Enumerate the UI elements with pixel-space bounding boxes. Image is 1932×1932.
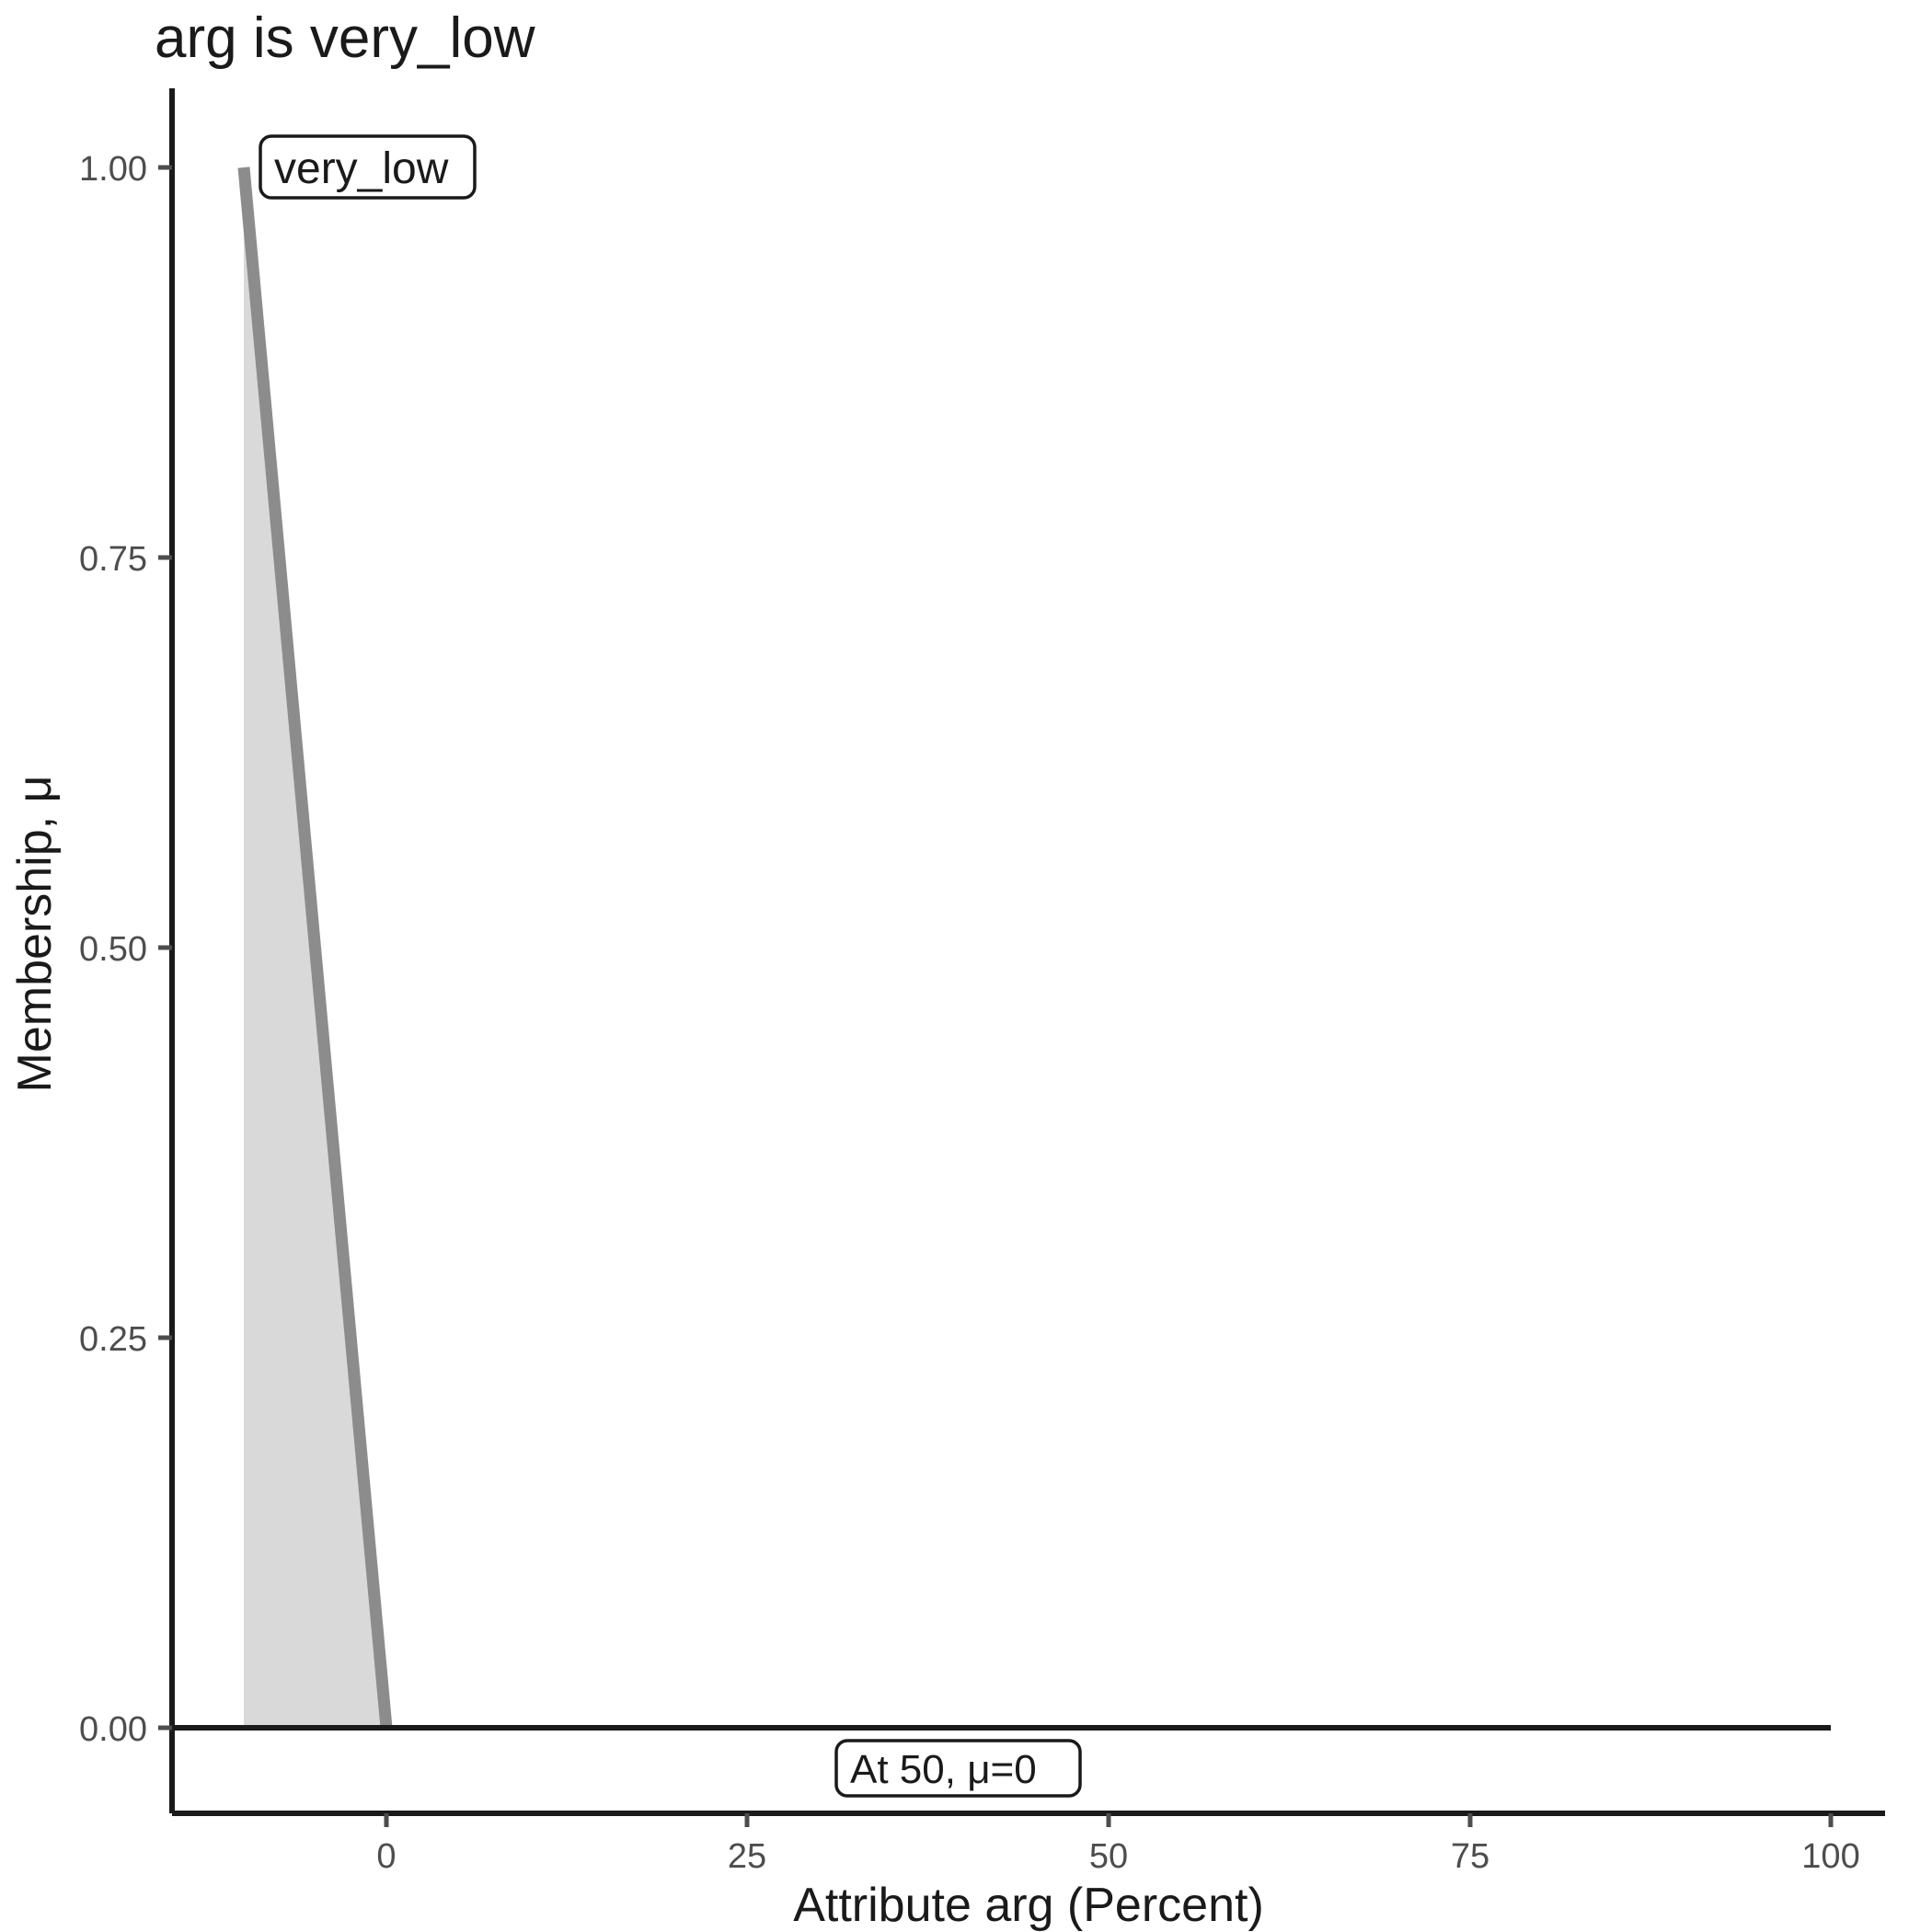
svg-text:0: 0	[376, 1837, 396, 1876]
svg-text:50: 50	[1089, 1837, 1128, 1876]
svg-text:Attribute arg (Percent): Attribute arg (Percent)	[793, 1879, 1264, 1932]
svg-text:0.50: 0.50	[79, 930, 147, 969]
svg-text:arg is very_low: arg is very_low	[155, 6, 535, 70]
svg-text:0.25: 0.25	[79, 1320, 147, 1359]
svg-text:0.75: 0.75	[79, 540, 147, 579]
svg-text:very_low: very_low	[274, 144, 449, 193]
svg-text:1.00: 1.00	[79, 150, 147, 189]
svg-text:At 50, μ=0: At 50, μ=0	[850, 1747, 1037, 1792]
svg-text:Membership, μ: Membership, μ	[8, 776, 62, 1093]
svg-text:75: 75	[1451, 1837, 1489, 1876]
svg-text:25: 25	[728, 1837, 766, 1876]
svg-text:0.00: 0.00	[79, 1710, 147, 1749]
svg-text:100: 100	[1801, 1837, 1859, 1876]
